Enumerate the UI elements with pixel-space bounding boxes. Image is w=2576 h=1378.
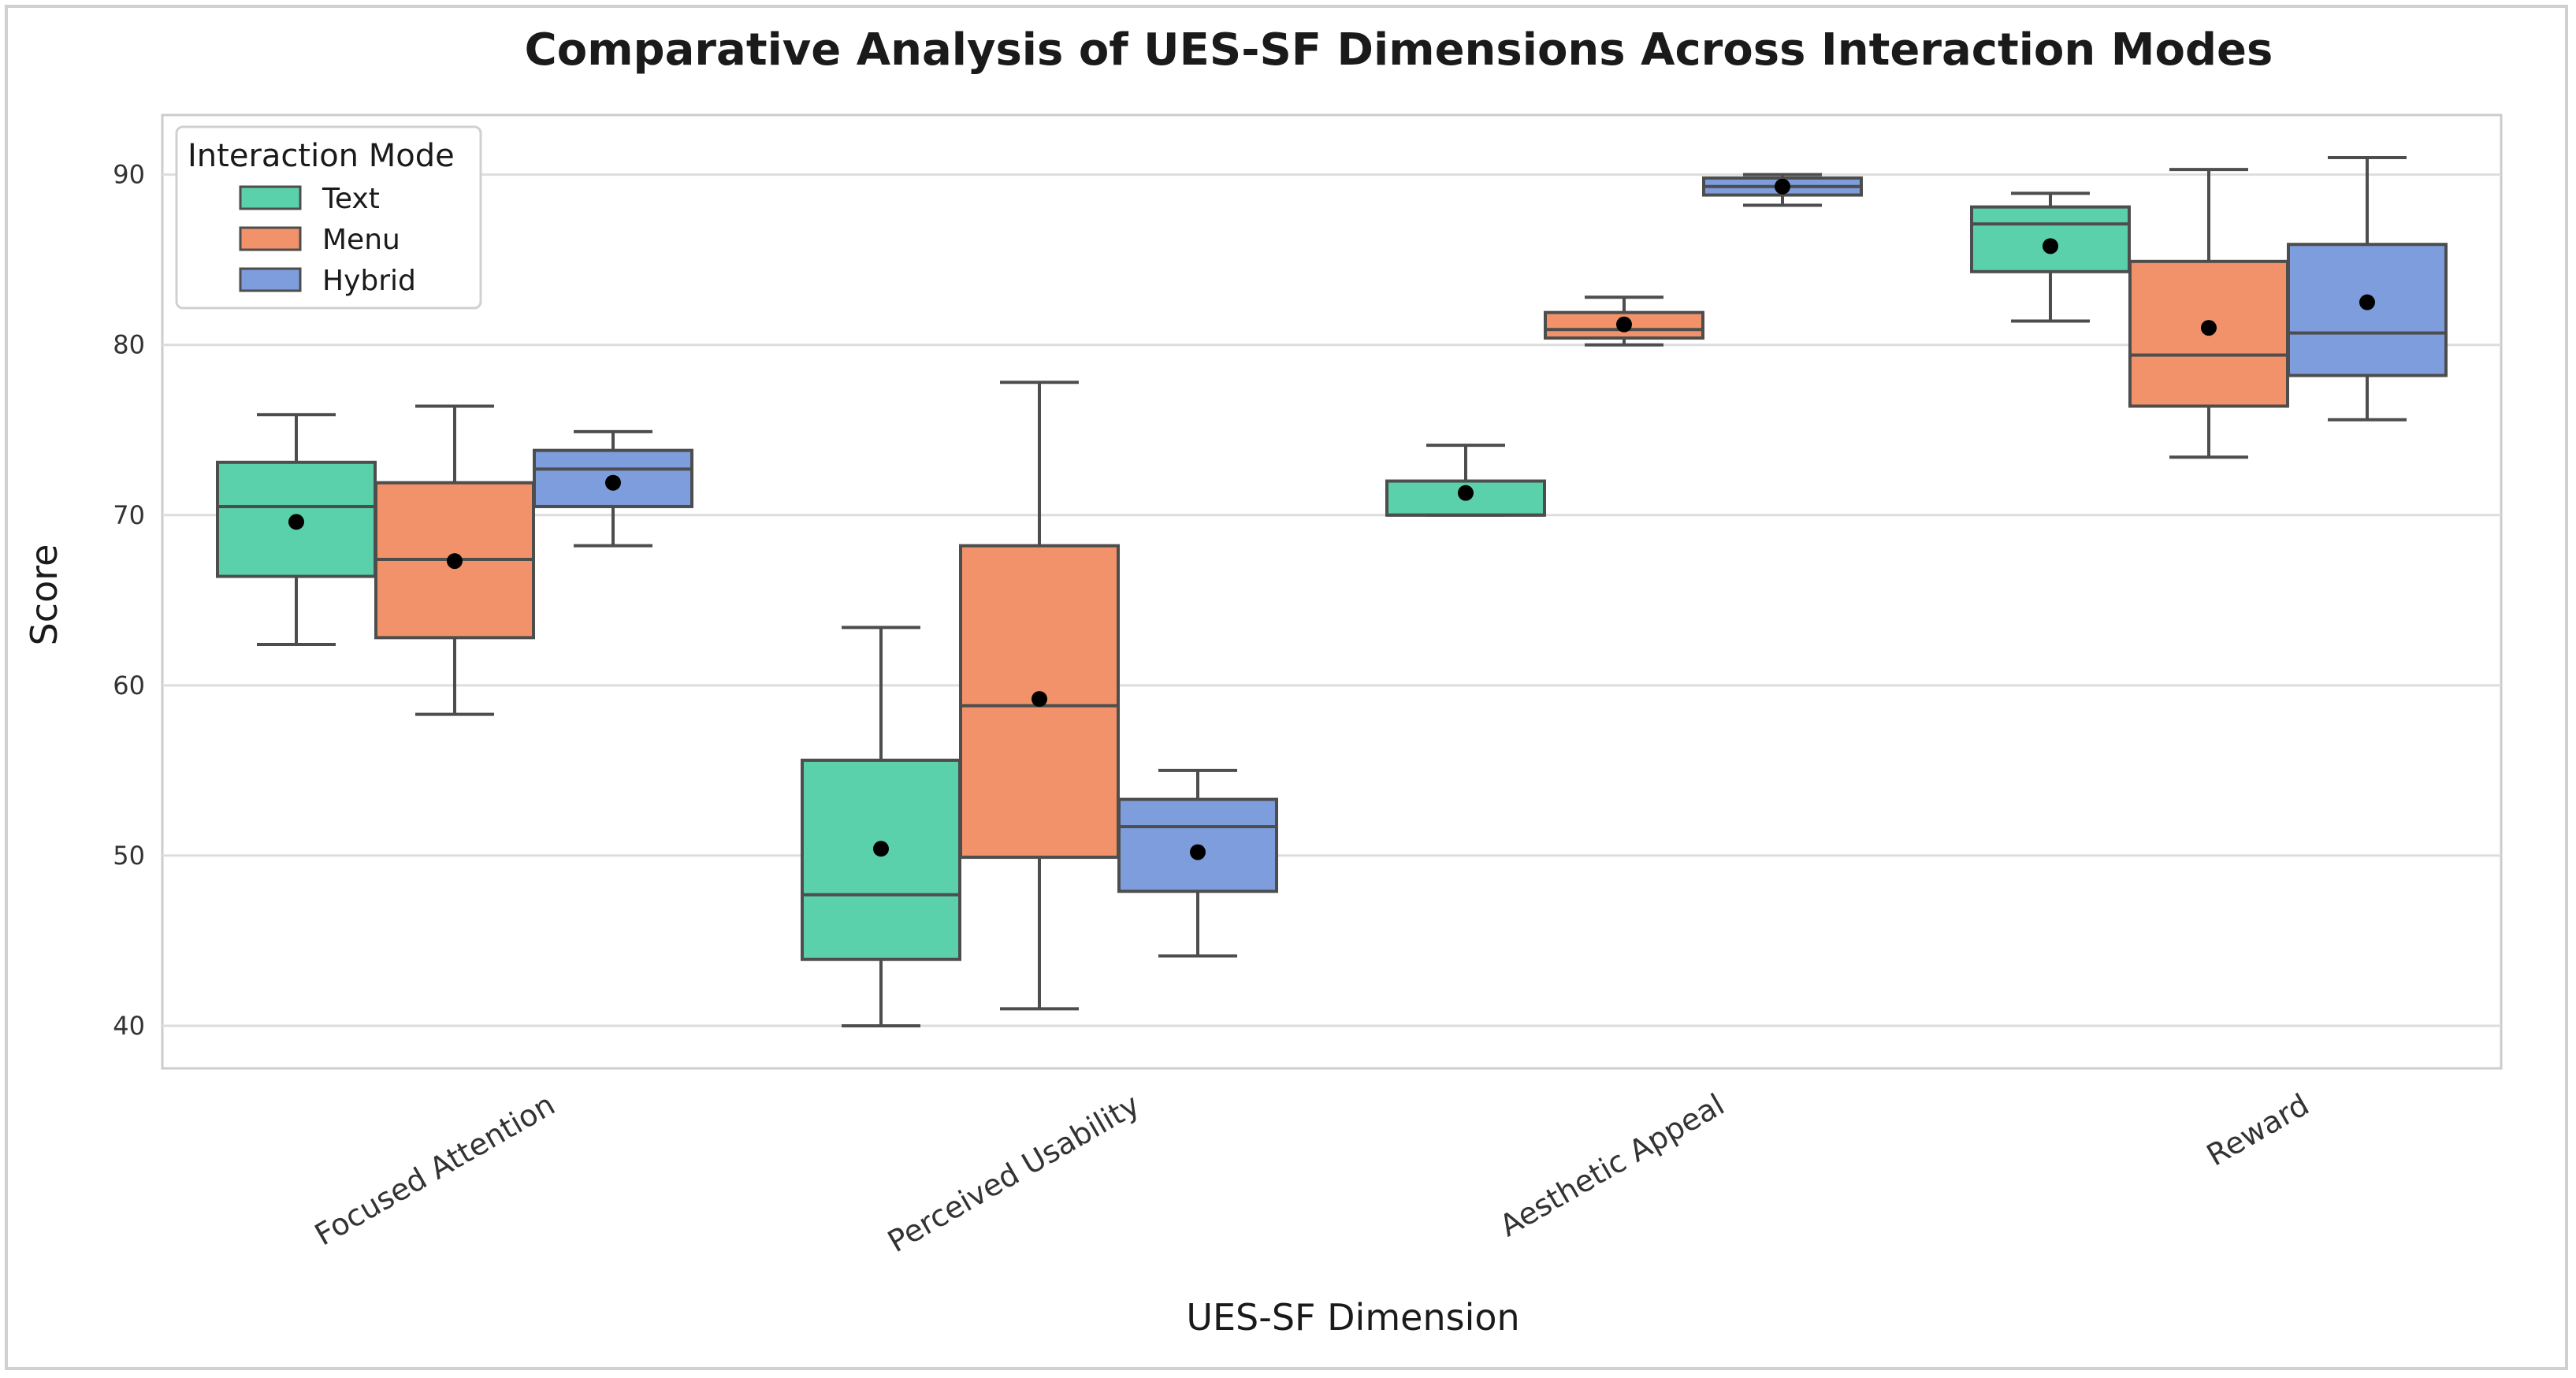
mean-marker: [873, 841, 889, 857]
x-tick-3: Reward: [2201, 1087, 2315, 1173]
legend-swatch-menu: [239, 226, 302, 251]
x-tick-0: Focused Attention: [309, 1087, 560, 1253]
x-axis-label: UES-SF Dimension: [1186, 1296, 1519, 1339]
box-hybrid-1: [1117, 768, 1278, 958]
plot-area: [161, 113, 2503, 1070]
y-tick-60: 60: [113, 670, 145, 700]
box-hybrid-2: [1702, 173, 1863, 207]
mean-marker: [2043, 238, 2058, 254]
box-iqr: [801, 758, 961, 961]
box-menu-0: [374, 404, 535, 716]
mean-marker: [2359, 294, 2375, 310]
legend-label-text: Text: [322, 183, 380, 215]
box-iqr: [2287, 243, 2448, 377]
legend-label-menu: Menu: [322, 224, 400, 256]
legend-label-hybrid: Hybrid: [322, 265, 416, 297]
gridlines: [162, 173, 2501, 1027]
box-text-2: [1385, 444, 1546, 517]
mean-marker: [1190, 844, 1206, 860]
box-hybrid-3: [2287, 156, 2448, 422]
box-text-3: [1970, 191, 2131, 323]
box-menu-1: [959, 381, 1120, 1011]
box-text-0: [216, 413, 377, 646]
y-tick-labels: 40 50 60 70 80 90: [113, 160, 145, 1041]
mean-marker: [2201, 320, 2217, 336]
mean-marker: [447, 553, 463, 570]
chart-title: Comparative Analysis of UES-SF Dimension…: [525, 24, 2273, 76]
mean-marker: [1616, 316, 1632, 332]
x-tick-2: Aesthetic Appeal: [1494, 1087, 1730, 1243]
box-text-1: [801, 626, 961, 1027]
y-tick-50: 50: [113, 841, 145, 871]
x-tick-labels: Focused Attention Perceived Usability Aest…: [309, 1087, 2314, 1259]
legend: Interaction Mode Text Menu Hybrid: [175, 125, 482, 310]
legend-swatch-text: [239, 185, 302, 210]
y-tick-90: 90: [113, 160, 145, 190]
box-hybrid-0: [533, 429, 693, 548]
box-menu-2: [1544, 295, 1704, 347]
x-tick-1: Perceived Usability: [882, 1087, 1145, 1259]
y-axis-label: Score: [23, 544, 65, 646]
mean-marker: [605, 474, 621, 491]
y-tick-40: 40: [113, 1011, 145, 1041]
legend-title: Interaction Mode: [188, 138, 455, 174]
legend-swatch-hybrid: [239, 267, 302, 292]
box-menu-3: [2128, 168, 2289, 459]
mean-marker: [1032, 691, 1047, 708]
mean-marker: [1458, 485, 1474, 501]
y-tick-70: 70: [113, 500, 145, 530]
boxes: [216, 156, 2448, 1027]
figure-frame: [5, 5, 2568, 1370]
mean-marker: [288, 514, 304, 530]
legend-frame: [175, 125, 482, 310]
mean-marker: [1775, 178, 1790, 195]
y-tick-80: 80: [113, 330, 145, 360]
